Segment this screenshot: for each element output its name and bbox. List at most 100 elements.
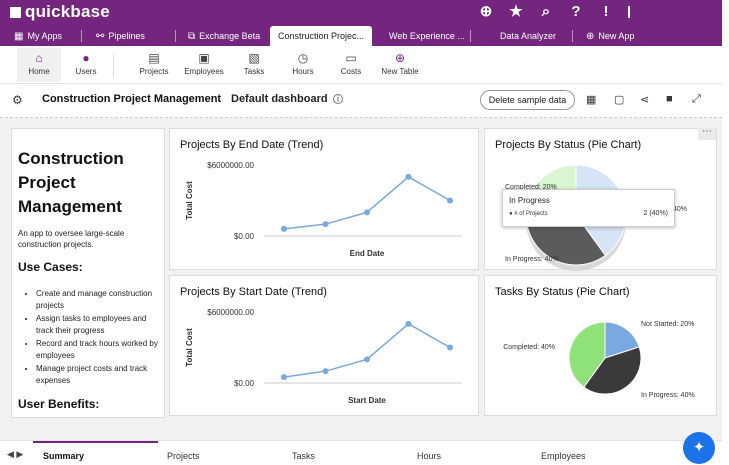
use-cases-heading: Use Cases: — [18, 260, 83, 274]
star-icon[interactable]: ★ — [509, 3, 523, 20]
nav-home[interactable]: ⌂ Home — [17, 48, 61, 82]
nav-hours[interactable]: ◷ Hours — [281, 50, 325, 76]
data-point — [322, 368, 329, 375]
start-date-chart-panel[interactable]: Projects By Start Date (Trend) $6000000.… — [169, 275, 479, 416]
text-widget: Construction Project Management An app t… — [11, 128, 165, 418]
bottom-tab-employees[interactable]: Employees — [541, 451, 586, 461]
nav-new-table[interactable]: ⊕ New Table — [378, 50, 422, 76]
nav-costs[interactable]: ▭ Costs — [329, 50, 373, 76]
list-item: Assign tasks to employees and track thei… — [36, 313, 158, 337]
top-header: quickbase ⊕ ★ ⌕ ? ! — [0, 0, 722, 24]
data-point — [405, 320, 412, 327]
data-point — [405, 173, 412, 180]
start-date-trend-chart: $6000000.00 $0.00 Total Cost Start Date — [185, 308, 462, 405]
delete-sample-data-button[interactable]: Delete sample data — [480, 90, 575, 110]
pie-label: In Progress: 40% — [641, 392, 695, 399]
nav-employees[interactable]: ▣ Employees — [182, 50, 226, 76]
expand-icon[interactable]: ⤢ — [692, 93, 701, 105]
end-date-trend-chart: $6000000.00 $0.00 Total Cost End Date — [185, 161, 462, 258]
list-item: Manage project costs and track expenses — [36, 363, 158, 387]
header-divider — [628, 6, 630, 18]
pie-label: In Progress: 40% — [505, 256, 559, 263]
report-search-icon[interactable]: ▦ — [586, 94, 597, 106]
data-point — [447, 197, 453, 204]
nav-users[interactable]: ● Users — [64, 50, 108, 76]
tab-pipelines[interactable]: ⚯ Pipelines — [88, 26, 153, 46]
gear-icon[interactable]: ⚙ — [12, 93, 23, 107]
end-date-chart-panel[interactable]: Projects By End Date (Trend) $6000000.00… — [169, 128, 479, 270]
text-widget-description: An app to oversee large-scale constructi… — [18, 229, 125, 249]
nav-tasks[interactable]: ▧ Tasks — [232, 50, 276, 76]
lock-icon[interactable]: ■ — [666, 93, 673, 105]
id-card-icon: ▣ — [198, 51, 210, 65]
text-widget-title: Construction Project Management — [18, 149, 124, 216]
tab-construction-project[interactable]: Construction Projec... — [270, 26, 372, 46]
info-icon[interactable]: i — [333, 94, 343, 104]
exchange-icon: ⧉ — [188, 31, 196, 42]
stopwatch-icon: ◷ — [297, 51, 309, 65]
y-tick-label: $6000000.00 — [207, 308, 254, 317]
add-icon[interactable]: ⊕ — [479, 3, 493, 20]
logo-mark-icon — [10, 7, 21, 18]
app-navigation: ⌂ Home ● Users ▤ Projects ▣ Employees ▧ Tasks… — [0, 46, 722, 84]
search-icon[interactable]: ⌕ — [541, 3, 551, 20]
tooltip-row-value: 2 (40%) — [643, 210, 668, 217]
quickbase-logo[interactable]: quickbase — [10, 2, 110, 22]
bottom-tab-hours[interactable]: Hours — [417, 451, 442, 461]
y-axis-title: Total Cost — [185, 328, 194, 367]
list-item: Record and track hours worked by employe… — [36, 338, 158, 362]
x-axis-title: End Date — [350, 249, 385, 258]
alert-icon[interactable]: ! — [603, 3, 609, 20]
active-tab-indicator — [33, 441, 158, 443]
x-axis-title: Start Date — [348, 396, 386, 405]
tab-my-apps[interactable]: ▦ My Apps — [6, 26, 70, 46]
series-line — [283, 322, 451, 378]
share-icon[interactable]: ⋖ — [640, 94, 650, 106]
data-point — [322, 221, 329, 228]
pie-slice — [583, 346, 642, 395]
pie-label: Completed: 20% — [505, 184, 557, 191]
tab-web-experience[interactable]: Web Experience ... — [389, 31, 465, 41]
dashboard-toolbar: ⚙ Construction Project Management Defaul… — [0, 84, 722, 116]
y-axis-title: Total Cost — [185, 181, 194, 220]
lightbulb-help-icon[interactable]: ✦ — [683, 432, 715, 464]
help-icon[interactable]: ? — [571, 3, 581, 20]
app-title: Construction Project Management — [42, 93, 222, 105]
y-tick-label: $6000000.00 — [207, 161, 254, 170]
data-point — [281, 225, 287, 232]
chart-title: Projects By End Date (Trend) — [180, 139, 324, 151]
bottom-tab-tasks[interactable]: Tasks — [292, 451, 316, 461]
tooltip-title: In Progress — [509, 196, 550, 205]
pie-slice — [604, 321, 640, 359]
user-icon: ● — [82, 51, 90, 65]
dashboard-content: Construction Project Management An app t… — [0, 118, 722, 440]
bottom-tab-bar: ◀ ▶ Summary Projects Tasks Hours Employe… — [0, 440, 722, 465]
chart-title: Projects By Start Date (Trend) — [180, 286, 327, 298]
chart-title: Projects By Status (Pie Chart) — [495, 139, 642, 151]
dashboard-name[interactable]: Default dashboard — [231, 93, 328, 105]
nav-projects[interactable]: ▤ Projects — [132, 50, 176, 76]
new-app-icon: ⊕ — [586, 31, 595, 42]
comment-icon[interactable]: ▢ — [614, 94, 625, 106]
table-icon: ▤ — [148, 51, 160, 65]
pie-tooltip: In Progress ● # of Projects 2 (40%) — [502, 189, 675, 227]
more-options-icon[interactable]: ⋯ — [698, 127, 716, 140]
scroll-arrows-icon[interactable]: ◀ ▶ — [7, 449, 24, 459]
y-tick-label: $0.00 — [234, 232, 255, 241]
tab-new-app[interactable]: ⊕ New App — [578, 26, 642, 46]
series-line — [283, 175, 451, 230]
bottom-tab-projects[interactable]: Projects — [167, 451, 200, 461]
chart-title: Tasks By Status (Pie Chart) — [495, 286, 630, 298]
data-point — [447, 344, 453, 351]
grid-icon: ▦ — [14, 31, 24, 42]
pie-label: Completed: 40% — [503, 344, 555, 351]
tasks-status-panel[interactable]: Tasks By Status (Pie Chart) Not Started:… — [484, 275, 717, 416]
tab-exchange-beta[interactable]: ⧉ Exchange Beta — [180, 26, 268, 46]
tab-data-analyzer[interactable]: Data Analyzer — [500, 31, 557, 41]
data-point — [364, 356, 370, 363]
list-item: Create and manage construction projects — [36, 288, 158, 312]
bottom-tab-summary[interactable]: Summary — [43, 451, 85, 461]
folder-icon: ▭ — [345, 51, 357, 65]
home-icon: ⌂ — [35, 51, 43, 65]
pipelines-icon: ⚯ — [96, 31, 105, 42]
